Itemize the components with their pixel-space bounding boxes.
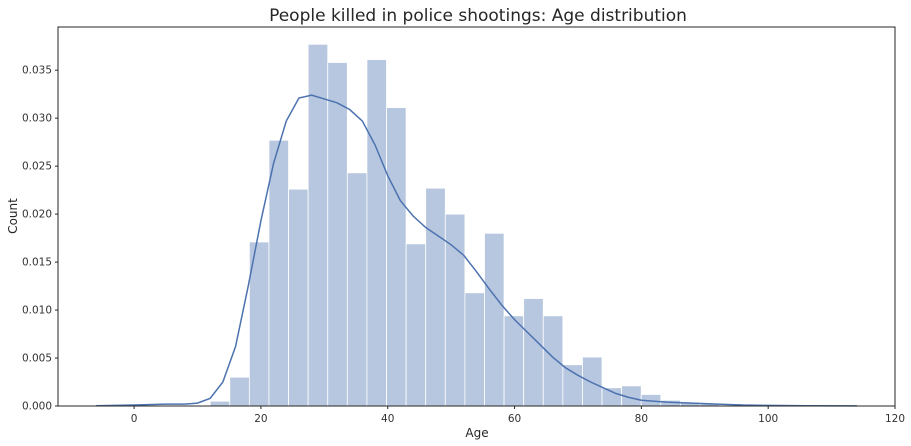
histogram-bar-11 <box>425 187 446 407</box>
x-tick-label: 60 <box>508 413 521 425</box>
histogram-bar-20 <box>601 387 623 407</box>
y-tick-label: 0.005 <box>22 353 52 365</box>
histogram-bar-14 <box>484 232 505 407</box>
y-tick-label: 0.030 <box>22 113 52 125</box>
histogram-bar-18 <box>562 364 583 407</box>
histogram-bars <box>209 43 740 407</box>
histogram-bar-6 <box>327 62 348 407</box>
histogram-bar-7 <box>346 172 368 407</box>
y-axis-ticks: 0.000 0.005 0.010 0.015 0.020 0.025 0.030 0.035 <box>22 65 58 413</box>
x-tick-label: 40 <box>381 413 394 425</box>
x-axis-label: Age <box>465 426 488 440</box>
histogram-bar-19 <box>582 356 603 407</box>
histogram-bar-15 <box>503 315 525 407</box>
histogram-bar-8 <box>366 59 387 407</box>
histogram-bar-4 <box>288 188 309 407</box>
x-tick-label: 20 <box>254 413 267 425</box>
plot-frame <box>57 26 896 407</box>
y-tick-label: 0.020 <box>22 209 52 221</box>
y-tick-label: 0.035 <box>22 65 52 77</box>
kde-curve <box>96 94 857 407</box>
histogram-bar-17 <box>542 315 564 407</box>
histogram-bar-13 <box>464 292 485 407</box>
histogram-bar-0 <box>209 400 231 407</box>
y-tick-label: 0.000 <box>22 401 52 413</box>
y-tick-label: 0.025 <box>22 161 52 173</box>
x-tick-label: 80 <box>635 413 648 425</box>
x-axis-ticks: 0 20 40 60 80 100 120 <box>131 406 905 425</box>
x-tick-label: 0 <box>131 413 138 425</box>
histogram-bar-16 <box>523 298 544 407</box>
y-tick-label: 0.015 <box>22 257 52 269</box>
y-tick-label: 0.010 <box>22 305 52 317</box>
y-axis-label: Count <box>6 198 20 234</box>
histogram-bar-10 <box>405 243 427 407</box>
histogram-bar-9 <box>386 107 407 407</box>
chart-title: People killed in police shootings: Age d… <box>269 6 687 26</box>
histogram-bar-3 <box>268 139 289 407</box>
x-tick-label: 100 <box>758 413 778 425</box>
x-tick-label: 120 <box>885 413 905 425</box>
histogram-bar-1 <box>229 376 250 407</box>
